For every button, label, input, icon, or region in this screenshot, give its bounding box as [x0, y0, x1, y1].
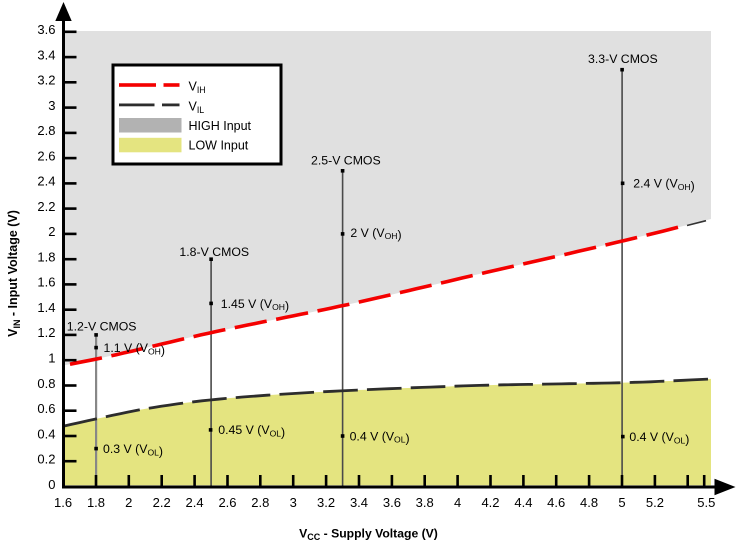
svg-text:3.3-V CMOS: 3.3-V CMOS	[588, 52, 658, 66]
svg-text:2.4: 2.4	[37, 174, 55, 189]
svg-text:HIGH Input: HIGH Input	[189, 119, 252, 133]
svg-text:3: 3	[290, 495, 297, 510]
svg-text:LOW Input: LOW Input	[189, 139, 249, 153]
svg-text:0.2: 0.2	[37, 452, 55, 467]
svg-text:4.2: 4.2	[481, 495, 499, 510]
svg-text:0.8: 0.8	[37, 376, 55, 391]
svg-text:3: 3	[48, 98, 55, 113]
svg-text:4.6: 4.6	[547, 495, 565, 510]
svg-text:2.4: 2.4	[186, 495, 204, 510]
svg-text:VCC - Supply Voltage (V): VCC - Supply Voltage (V)	[299, 526, 438, 542]
svg-text:1.8: 1.8	[37, 250, 55, 265]
svg-text:4.4: 4.4	[514, 495, 532, 510]
svg-text:2.5-V CMOS: 2.5-V CMOS	[311, 154, 381, 168]
svg-text:2.2: 2.2	[37, 199, 55, 214]
svg-text:1.8: 1.8	[87, 495, 105, 510]
svg-text:3.2: 3.2	[37, 73, 55, 88]
svg-text:2.8: 2.8	[251, 495, 269, 510]
svg-text:0.4: 0.4	[37, 426, 55, 441]
svg-text:2.2: 2.2	[153, 495, 171, 510]
svg-text:1: 1	[48, 351, 55, 366]
svg-text:VIN - Input Voltage (V): VIN - Input Voltage (V)	[6, 210, 22, 337]
svg-text:1.45 V (VOH): 1.45 V (VOH)	[221, 297, 289, 313]
svg-text:1.8-V CMOS: 1.8-V CMOS	[179, 245, 249, 259]
svg-text:2.6: 2.6	[218, 495, 236, 510]
svg-text:5.2: 5.2	[646, 495, 664, 510]
svg-text:0: 0	[48, 477, 55, 492]
svg-text:3.2: 3.2	[317, 495, 335, 510]
svg-text:3.6: 3.6	[37, 22, 55, 37]
svg-text:5: 5	[618, 495, 625, 510]
svg-text:3.8: 3.8	[416, 495, 434, 510]
svg-text:4: 4	[454, 495, 461, 510]
svg-text:2: 2	[125, 495, 132, 510]
svg-text:1.2-V CMOS: 1.2-V CMOS	[67, 319, 137, 333]
svg-text:3.6: 3.6	[383, 495, 401, 510]
svg-text:0.45 V (VOL): 0.45 V (VOL)	[218, 423, 285, 439]
svg-text:2.6: 2.6	[37, 148, 55, 163]
svg-text:0.6: 0.6	[37, 401, 55, 416]
svg-text:3.4: 3.4	[37, 47, 55, 62]
svg-text:5.5: 5.5	[697, 495, 715, 510]
svg-text:1.6: 1.6	[54, 495, 72, 510]
svg-text:2.8: 2.8	[37, 123, 55, 138]
svg-text:1.2: 1.2	[37, 325, 55, 340]
svg-text:1.4: 1.4	[37, 300, 55, 315]
svg-text:1.6: 1.6	[37, 275, 55, 290]
svg-text:2: 2	[48, 224, 55, 239]
svg-text:3.4: 3.4	[350, 495, 368, 510]
svg-text:4.8: 4.8	[580, 495, 598, 510]
